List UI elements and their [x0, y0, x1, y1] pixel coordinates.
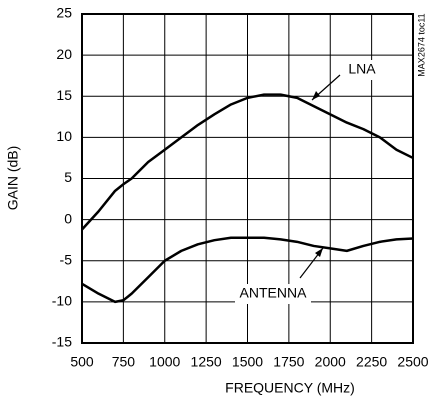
arrowhead: [312, 91, 320, 100]
x-tick-label: 750: [112, 354, 136, 370]
x-tick-label: 2500: [397, 354, 428, 370]
y-tick-label: 15: [56, 87, 72, 103]
label-bg: [346, 60, 378, 80]
y-tick-label: -10: [52, 293, 72, 309]
arrowhead: [315, 248, 323, 257]
y-axis-label: GAIN (dB): [5, 146, 21, 211]
x-tick-label: 1500: [232, 354, 263, 370]
x-axis-label: FREQUENCY (MHz): [225, 380, 355, 396]
y-tick-label: -5: [60, 251, 73, 267]
data-line: [81, 236, 414, 304]
data-line: [81, 93, 414, 231]
y-tick-label: -15: [52, 334, 72, 350]
x-tick-label: 2250: [356, 354, 387, 370]
plot-frame: [81, 13, 414, 344]
label-bg: [235, 284, 311, 304]
y-tick-label: 10: [56, 128, 72, 144]
x-tick-label: 2000: [315, 354, 346, 370]
x-tick-label: 1000: [149, 354, 180, 370]
x-tick-label: 1750: [273, 354, 304, 370]
x-tick-label: 500: [70, 354, 94, 370]
y-tick-label: 0: [64, 210, 72, 226]
x-tick-label: 1250: [191, 354, 222, 370]
series-label: ANTENNA: [240, 285, 308, 301]
side-note: MAX2674 toc11: [416, 13, 426, 76]
y-tick-label: 25: [56, 5, 72, 21]
y-tick-label: 20: [56, 46, 72, 62]
series-label: LNA: [348, 61, 376, 77]
y-tick-label: 5: [64, 169, 72, 185]
